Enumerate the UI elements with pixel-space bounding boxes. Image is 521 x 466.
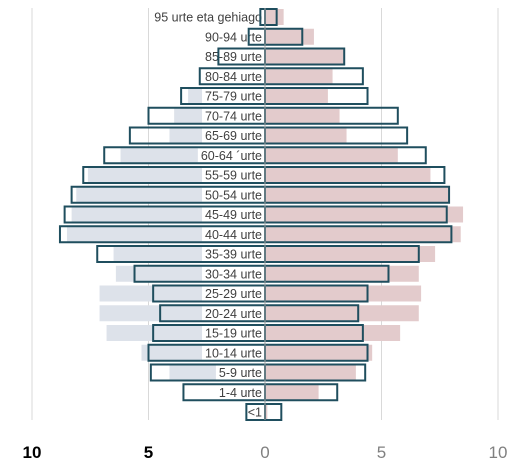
age-label-box [202, 128, 265, 143]
bar-filled-right [265, 9, 284, 25]
bar-filled-right [265, 384, 319, 401]
x-tick-label: 0 [260, 443, 269, 462]
age-group-label: 55-59 urte [205, 169, 262, 183]
age-group-label: 20-24 urte [205, 307, 262, 321]
age-label-box [202, 108, 265, 123]
age-label-box [202, 168, 265, 182]
bar-filled-right [265, 364, 356, 381]
age-label-box [151, 10, 265, 24]
bar-filled-right [265, 325, 401, 341]
age-group-label: 95 urte eta gehiago [154, 11, 262, 25]
age-group-label: 65-69 urte [205, 129, 262, 143]
age-label-box [202, 89, 265, 103]
bar-filled-right [265, 48, 345, 65]
bar-filled-right [265, 107, 340, 124]
age-group-label: 5-9 urte [219, 366, 262, 380]
age-group-label: 35-39 urte [205, 248, 262, 262]
age-label-box [202, 227, 265, 242]
age-group-label: 15-19 urte [205, 327, 262, 341]
age-group-label: 90-94 urte [205, 30, 262, 44]
age-label-box [215, 385, 265, 400]
outline-bars-layer [58, 8, 453, 421]
bar-filled-right [265, 186, 450, 203]
age-group-label: 70-74 urte [205, 109, 262, 123]
age-group-label: 80-84 urte [205, 70, 262, 84]
age-label-box [202, 187, 265, 202]
age-group-label: 60-64 ´urte [201, 149, 262, 163]
age-group-label: 45-49 urte [205, 208, 262, 222]
bar-filled-right [265, 68, 333, 85]
age-group-label: 50-54 urte [205, 188, 262, 202]
bar-filled-right [265, 167, 431, 183]
bar-filled-right [265, 344, 373, 361]
age-group-label: 75-79 urte [205, 90, 262, 104]
age-label-box [202, 306, 265, 321]
bar-filled-right [265, 127, 347, 144]
x-tick-label: 5 [377, 443, 386, 462]
age-label-box [202, 286, 265, 301]
age-group-label: 10-14 urte [205, 346, 262, 360]
bar-filled-right [265, 206, 464, 223]
bar-outline-right [264, 403, 283, 421]
age-label-box [202, 266, 265, 281]
x-tick-label: 10 [23, 443, 42, 462]
bar-filled-right [265, 305, 419, 322]
bar-filled-right [265, 147, 398, 164]
age-label-box [202, 207, 265, 222]
age-group-label: <1 [248, 406, 262, 420]
bar-filled-right [265, 404, 268, 420]
age-group-label: 40-44 urte [205, 228, 262, 242]
age-label-box [197, 148, 265, 163]
bar-filled-right [265, 285, 422, 302]
bar-filled-right [265, 88, 328, 104]
x-tick-label: 10 [489, 443, 508, 462]
age-group-label: 1-4 urte [219, 386, 262, 400]
age-label-box [202, 69, 265, 84]
bar-filled-right [265, 28, 314, 45]
age-group-label: 85-89 urte [205, 50, 262, 64]
x-tick-label: 5 [144, 443, 153, 462]
age-group-label: 25-29 urte [205, 287, 262, 301]
x-axis-layer: 10 5 0 5 10 [23, 443, 508, 462]
bar-filled-right [265, 265, 419, 282]
age-label-box [244, 405, 265, 419]
bar-filled-right [265, 226, 461, 243]
age-label-box [202, 326, 265, 340]
age-label-box [215, 365, 265, 380]
age-group-label: 30-34 urte [205, 267, 262, 281]
age-label-box [202, 247, 265, 261]
age-label-box [202, 345, 265, 360]
bar-filled-right [265, 246, 436, 262]
